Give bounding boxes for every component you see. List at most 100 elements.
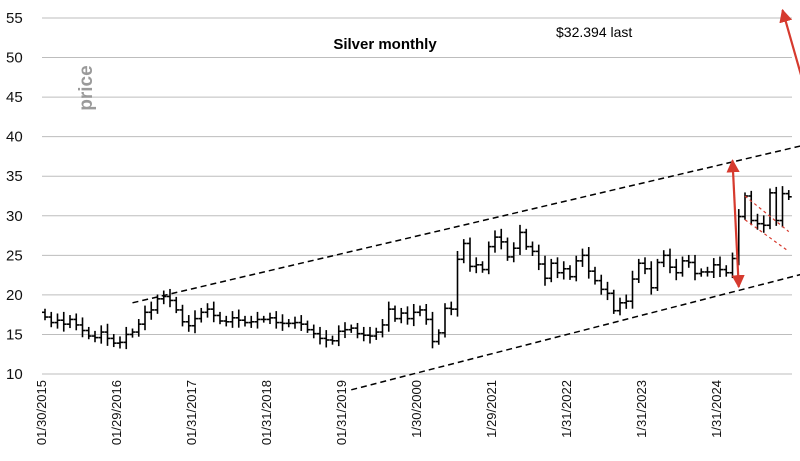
price-bar (454, 250, 461, 317)
price-bar (60, 311, 67, 332)
x-tick-label: 01/31/2017 (184, 380, 199, 445)
price-bar (635, 258, 642, 283)
price-bar (135, 319, 142, 337)
price-bar (73, 313, 80, 331)
price-bar (279, 314, 286, 331)
price-bar (754, 213, 761, 230)
price-bar (267, 312, 273, 325)
price-bar (710, 258, 717, 278)
y-tick-label: 25 (6, 247, 23, 264)
price-bar (204, 303, 211, 318)
x-tick-label: 1/31/2023 (634, 380, 649, 438)
price-bar (54, 313, 61, 329)
price-bar (123, 326, 130, 350)
price-bar (442, 303, 448, 338)
price-bar (179, 304, 186, 327)
price-bar (373, 327, 380, 340)
price-bar (654, 258, 661, 291)
price-bar (535, 244, 542, 271)
price-bar (354, 322, 361, 339)
price-bar (342, 322, 348, 339)
arrows (726, 8, 800, 289)
chart-title: Silver monthly (333, 36, 437, 53)
x-tick-label: 01/30/2015 (34, 380, 49, 445)
projection-arrow (779, 8, 800, 143)
y-tick-label: 30 (6, 208, 23, 225)
price-bar (367, 326, 373, 344)
flag-lower-trendline (744, 219, 790, 252)
price-bar (160, 290, 167, 305)
price-bar (610, 289, 617, 314)
x-tick-label: 1/30/2000 (409, 380, 424, 438)
price-bar (460, 239, 467, 264)
y-tick-label: 10 (6, 366, 23, 383)
price-bar (410, 303, 417, 327)
y-tick-label: 50 (6, 50, 23, 67)
price-bar (417, 305, 423, 317)
price-bar (523, 228, 530, 250)
channel-width-arrow-recent (726, 159, 745, 289)
price-bar (473, 257, 480, 274)
price-bar (304, 320, 311, 333)
price-bar (404, 306, 411, 325)
price-bar (773, 186, 780, 226)
price-bar (673, 258, 680, 281)
price-bar (585, 247, 592, 279)
price-bar (667, 248, 673, 274)
x-tick-label: 01/31/2018 (259, 380, 274, 445)
price-bar (435, 329, 442, 345)
gridlines (42, 17, 792, 375)
price-bar (392, 305, 398, 322)
price-bar (648, 261, 655, 295)
price-bar (385, 301, 392, 332)
price-bar (485, 241, 492, 275)
price-bar (717, 256, 723, 278)
price-bar (598, 274, 605, 295)
x-tick-label: 1/29/2021 (484, 380, 499, 438)
price-bar (192, 310, 198, 334)
price-bar (592, 266, 598, 285)
price-bar (292, 316, 298, 329)
price-bar (660, 250, 667, 268)
y-tick-labels: 10 15 20 25 30 35 40 45 50 55 (6, 10, 23, 383)
price-bar (748, 190, 755, 226)
price-bar (148, 301, 155, 320)
price-bar (329, 335, 336, 345)
price-bar (67, 315, 73, 329)
upper-channel-trendline (132, 145, 800, 304)
price-bar (529, 241, 536, 257)
price-bar (198, 307, 205, 323)
price-bar (85, 326, 92, 340)
price-bar (398, 307, 405, 324)
price-bar (310, 324, 317, 339)
price-bar (679, 256, 686, 277)
price-bar (248, 315, 255, 328)
price-bar (154, 294, 161, 314)
price-bar (573, 255, 580, 282)
price-bar (98, 325, 105, 344)
price-bar (348, 324, 355, 333)
price-bar (185, 315, 192, 332)
price-bar (360, 326, 367, 342)
price-bar (173, 296, 180, 314)
price-bar (317, 326, 323, 345)
price-bar (210, 301, 217, 323)
price-bar (242, 315, 248, 327)
y-axis-label: price (76, 65, 97, 110)
price-bar (642, 257, 648, 275)
price-bar (548, 258, 555, 283)
price-bar (579, 248, 586, 267)
price-bar (79, 317, 86, 338)
price-bar (760, 215, 767, 233)
y-tick-label: 15 (6, 326, 23, 343)
y-tick-label: 55 (6, 10, 23, 27)
y-tick-label: 35 (6, 168, 23, 185)
price-bar (517, 224, 523, 255)
price-bar (273, 311, 280, 329)
price-bar (104, 323, 111, 346)
price-bar (554, 257, 561, 279)
price-bar (723, 265, 730, 277)
price-bar (117, 336, 123, 349)
price-bar (510, 242, 517, 263)
price-bar (779, 186, 786, 228)
